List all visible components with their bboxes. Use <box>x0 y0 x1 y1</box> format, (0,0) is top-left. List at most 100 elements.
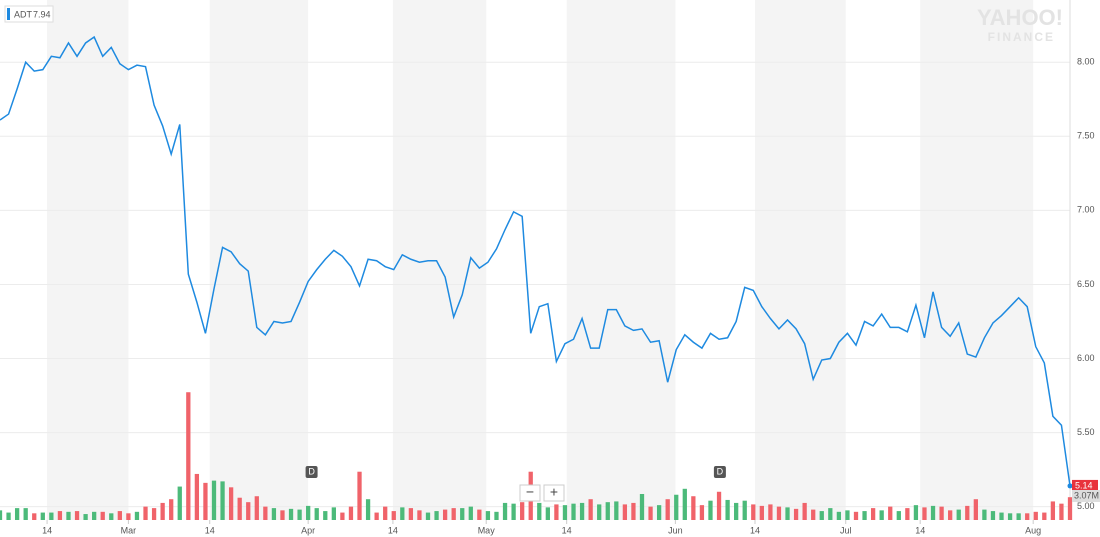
volume-bar <box>639 494 645 520</box>
logo: YAHOO! <box>977 5 1063 30</box>
volume-bar <box>922 507 927 520</box>
volume-bar <box>965 505 970 520</box>
volume-bar <box>656 505 662 520</box>
volume-bar <box>716 491 722 520</box>
volume-bar <box>999 512 1004 520</box>
volume-bar <box>49 512 54 520</box>
x-tick-label: 14 <box>205 525 215 535</box>
volume-bar <box>982 509 987 520</box>
volume-bar <box>708 500 713 520</box>
volume-bar <box>793 508 799 520</box>
bands <box>47 0 1034 520</box>
volume <box>0 392 1073 520</box>
volume-bar <box>391 511 396 520</box>
volume-bar <box>948 510 953 520</box>
legend: ADT 7.94 <box>4 5 54 23</box>
volume-bar <box>1067 497 1073 520</box>
volume-bar <box>776 506 782 520</box>
x-tick-label: Jun <box>668 525 683 535</box>
volume-bar <box>545 507 550 520</box>
volume-bar <box>1025 513 1030 520</box>
x-tick-label: 14 <box>388 525 398 535</box>
volume-bar <box>1007 513 1013 520</box>
volume-bar <box>297 509 302 520</box>
volume-bar <box>417 510 422 520</box>
volume-bar <box>365 499 371 520</box>
zoom-button[interactable] <box>519 484 541 502</box>
volume-bar <box>57 511 63 520</box>
volume-bar <box>699 505 705 520</box>
band <box>920 0 1034 520</box>
y-tick-label: 5.50 <box>1077 427 1095 437</box>
volume-bar <box>408 508 414 520</box>
volume-bar <box>956 509 961 520</box>
volume-bar <box>126 513 131 520</box>
volume-bar <box>254 496 259 520</box>
volume-bar <box>228 487 234 520</box>
volume-bar <box>691 496 696 520</box>
volume-bar <box>870 508 876 520</box>
volume-bar <box>288 508 294 520</box>
volume-bar <box>348 506 354 520</box>
volume-bar <box>280 510 285 520</box>
volume-bar <box>477 509 482 520</box>
volume-bar <box>896 511 901 520</box>
volume-bar <box>194 473 200 520</box>
volume-bar <box>23 508 28 520</box>
plot <box>0 35 1073 489</box>
volume-bar <box>605 502 610 520</box>
volume-bar <box>383 506 388 520</box>
x-tick-label: May <box>478 525 496 535</box>
volume-bar <box>425 512 431 520</box>
event-marker[interactable] <box>713 466 726 478</box>
volume-bar <box>271 508 277 520</box>
volume-bar <box>905 508 910 520</box>
volume-bar <box>134 511 140 520</box>
volume-bar <box>6 512 11 520</box>
volume-bar <box>819 511 824 520</box>
volume-bar <box>682 488 687 520</box>
volume-bar <box>66 511 71 520</box>
zoom-button[interactable] <box>543 484 565 502</box>
volume-bar <box>802 502 807 520</box>
volume-bar <box>468 506 473 520</box>
x-tick-label: 14 <box>562 525 572 535</box>
volume-bar <box>323 511 328 520</box>
volume-bar <box>759 505 764 520</box>
volume-bar <box>460 508 465 520</box>
y-tick-label: 5.00 <box>1077 501 1095 511</box>
volume-bar <box>100 511 105 520</box>
x-tick-label: Jul <box>840 525 852 535</box>
legend-name: ADT <box>14 9 33 19</box>
volume-bar <box>177 486 182 520</box>
zoom-label[interactable]: + <box>550 484 558 500</box>
volume-bar <box>109 513 114 520</box>
volume-bar <box>828 508 833 520</box>
y-tick-label: 6.00 <box>1077 353 1095 363</box>
volume-bar <box>117 511 122 520</box>
volume-bar <box>742 500 747 520</box>
event-marker[interactable] <box>305 466 318 478</box>
last-price-box <box>1072 479 1098 492</box>
volume-bar <box>674 494 679 520</box>
volume-bar <box>1050 501 1056 520</box>
volume-bar <box>400 507 405 520</box>
volume-bar <box>1059 503 1064 520</box>
volume-bar <box>442 509 448 520</box>
volume-bar <box>913 505 919 520</box>
volume-bar <box>939 506 944 520</box>
volume-bar <box>143 506 148 520</box>
volume-bar <box>614 501 619 520</box>
volume-bar <box>83 514 88 520</box>
legend-swatch <box>7 8 10 20</box>
zoom-label[interactable]: − <box>526 484 534 500</box>
band <box>209 0 309 520</box>
volume-bar <box>211 480 217 520</box>
y-tick-label: 6.50 <box>1077 279 1095 289</box>
event-label: D <box>717 466 724 476</box>
volume-bar <box>306 505 311 520</box>
volume-bar <box>648 506 653 520</box>
volume-bar <box>862 511 867 520</box>
volume-bar <box>562 505 568 520</box>
volume-bar <box>845 510 850 520</box>
